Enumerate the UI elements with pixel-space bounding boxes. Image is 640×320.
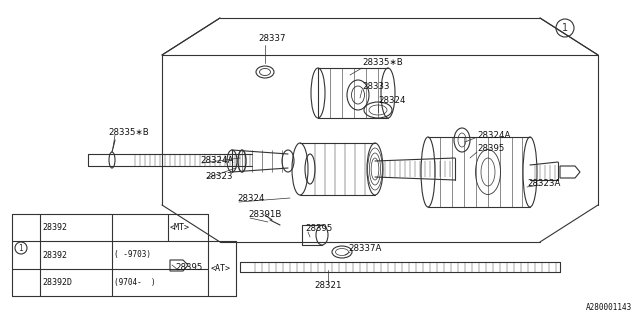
Text: 28323: 28323 — [205, 172, 232, 180]
Text: 1: 1 — [562, 23, 568, 33]
Text: 28324: 28324 — [237, 194, 264, 203]
Text: <AT>: <AT> — [211, 264, 231, 273]
Text: 28395: 28395 — [175, 263, 202, 273]
Text: 28392: 28392 — [42, 223, 67, 232]
Text: 28335∗B: 28335∗B — [362, 58, 403, 67]
Text: 28323A: 28323A — [527, 179, 561, 188]
Text: 28335∗B: 28335∗B — [108, 127, 148, 137]
Text: 28395: 28395 — [477, 143, 504, 153]
Text: 28392D: 28392D — [42, 278, 72, 287]
Text: 28337A: 28337A — [348, 244, 381, 252]
Text: 28321: 28321 — [314, 282, 342, 291]
Text: 28324: 28324 — [378, 95, 406, 105]
Text: 28333: 28333 — [362, 82, 390, 91]
Text: 28337: 28337 — [258, 34, 285, 43]
Text: A280001143: A280001143 — [586, 303, 632, 312]
Text: 1: 1 — [19, 244, 24, 252]
Text: 28324A: 28324A — [200, 156, 234, 164]
Text: <MT>: <MT> — [170, 223, 190, 232]
Text: 28395: 28395 — [305, 223, 332, 233]
Text: 28391B: 28391B — [248, 210, 282, 219]
Text: 28324A: 28324A — [477, 131, 510, 140]
Text: (9704-  ): (9704- ) — [114, 278, 156, 287]
Text: 28392: 28392 — [42, 251, 67, 260]
Text: ( -9703): ( -9703) — [114, 251, 151, 260]
